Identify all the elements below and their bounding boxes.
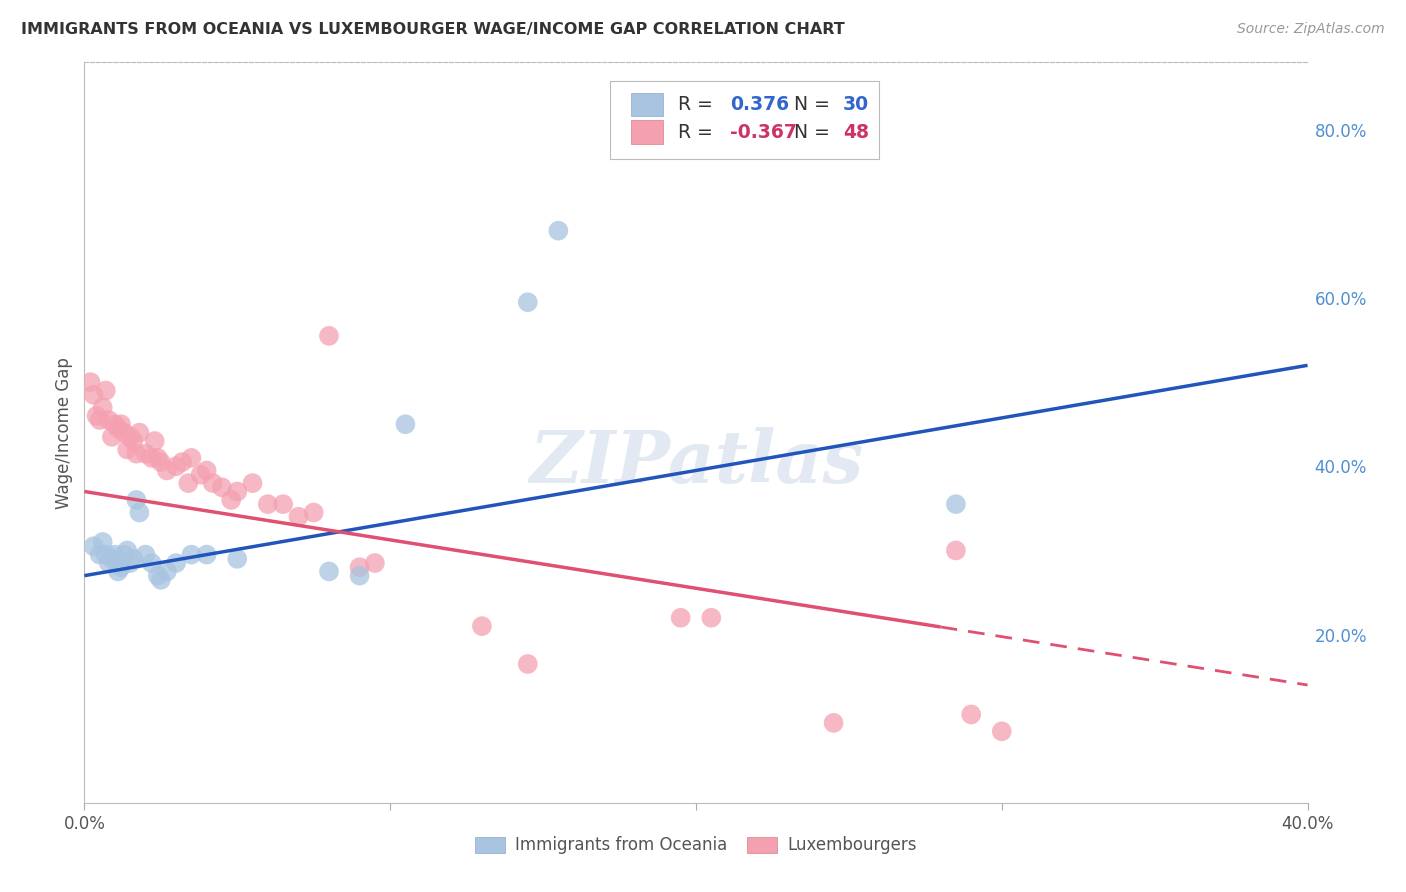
Point — [180, 450, 202, 465]
Point — [107, 565, 129, 579]
Point — [135, 447, 157, 461]
Point — [190, 467, 212, 482]
Point — [83, 388, 105, 402]
Point — [89, 548, 111, 562]
Text: N =: N = — [782, 95, 835, 114]
Text: N =: N = — [782, 122, 835, 142]
Point — [79, 375, 101, 389]
Point — [165, 459, 187, 474]
Text: -0.367: -0.367 — [730, 122, 797, 142]
Point — [112, 425, 135, 440]
Point — [700, 610, 723, 624]
Point — [156, 565, 179, 579]
Point — [177, 476, 200, 491]
Point — [195, 548, 218, 562]
Point — [945, 497, 967, 511]
Point — [86, 409, 108, 423]
Text: IMMIGRANTS FROM OCEANIA VS LUXEMBOURGER WAGE/INCOME GAP CORRELATION CHART: IMMIGRANTS FROM OCEANIA VS LUXEMBOURGER … — [21, 22, 845, 37]
Point — [156, 463, 179, 477]
Point — [125, 447, 148, 461]
Point — [364, 556, 387, 570]
Point — [960, 707, 983, 722]
Point — [122, 434, 145, 448]
Point — [991, 724, 1014, 739]
Point — [165, 556, 187, 570]
Point — [91, 535, 114, 549]
Point — [242, 476, 264, 491]
Point — [110, 417, 132, 432]
Point — [318, 329, 340, 343]
Point — [349, 568, 371, 582]
Point — [287, 509, 309, 524]
Text: 48: 48 — [842, 122, 869, 142]
Point — [143, 434, 166, 448]
Point — [945, 543, 967, 558]
Point — [89, 413, 111, 427]
Point — [83, 539, 105, 553]
Point — [547, 224, 569, 238]
Point — [97, 556, 120, 570]
Point — [104, 548, 127, 562]
Point — [97, 413, 120, 427]
Point — [226, 484, 249, 499]
Point — [516, 295, 538, 310]
Point — [318, 565, 340, 579]
Point — [141, 556, 163, 570]
Point — [91, 401, 114, 415]
Point — [120, 430, 142, 444]
Point — [146, 450, 169, 465]
Point — [94, 548, 117, 562]
Text: Source: ZipAtlas.com: Source: ZipAtlas.com — [1237, 22, 1385, 37]
Point — [110, 560, 132, 574]
Point — [141, 450, 163, 465]
Point — [125, 492, 148, 507]
Point — [101, 551, 124, 566]
Point — [271, 497, 294, 511]
Point — [115, 442, 138, 457]
Point — [302, 506, 325, 520]
Point — [172, 455, 194, 469]
Point — [823, 715, 845, 730]
Point — [471, 619, 494, 633]
Point — [516, 657, 538, 671]
Legend: Immigrants from Oceania, Luxembourgers: Immigrants from Oceania, Luxembourgers — [468, 830, 924, 861]
Point — [149, 573, 172, 587]
Text: 0.376: 0.376 — [730, 95, 789, 114]
Point — [211, 480, 233, 494]
Point — [219, 492, 242, 507]
Point — [94, 384, 117, 398]
Point — [128, 425, 150, 440]
Point — [349, 560, 371, 574]
FancyBboxPatch shape — [610, 81, 880, 159]
FancyBboxPatch shape — [631, 120, 664, 144]
Point — [101, 430, 124, 444]
Point — [195, 463, 218, 477]
Point — [115, 543, 138, 558]
Point — [180, 548, 202, 562]
Point — [120, 556, 142, 570]
Text: ZIPatlas: ZIPatlas — [529, 426, 863, 498]
Point — [201, 476, 224, 491]
Point — [146, 568, 169, 582]
Point — [128, 506, 150, 520]
FancyBboxPatch shape — [631, 93, 664, 117]
Point — [122, 551, 145, 566]
Point — [107, 421, 129, 435]
Text: R =: R = — [678, 122, 718, 142]
Point — [226, 551, 249, 566]
Point — [112, 548, 135, 562]
Point — [394, 417, 416, 432]
Point — [257, 497, 280, 511]
Text: R =: R = — [678, 95, 718, 114]
Text: 30: 30 — [842, 95, 869, 114]
Point — [149, 455, 172, 469]
Point — [104, 417, 127, 432]
Point — [669, 610, 692, 624]
Point — [135, 548, 157, 562]
Y-axis label: Wage/Income Gap: Wage/Income Gap — [55, 357, 73, 508]
